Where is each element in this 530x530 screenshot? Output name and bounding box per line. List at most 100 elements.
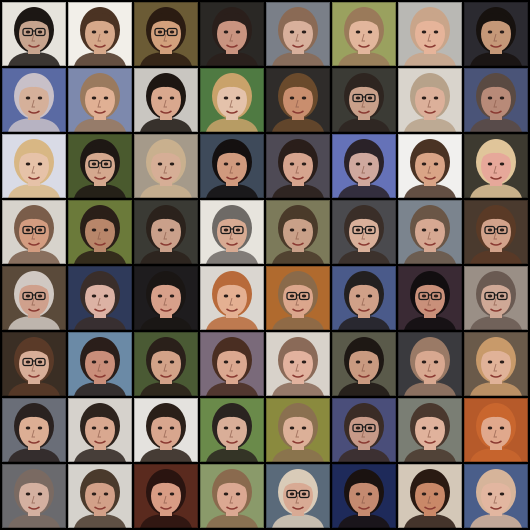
- face-thumbnail: [266, 398, 330, 462]
- left-eye: [25, 492, 31, 496]
- nose: [427, 99, 431, 108]
- nose: [97, 231, 101, 240]
- right-eye: [169, 294, 175, 298]
- mouth: [424, 176, 436, 180]
- mouth: [160, 506, 172, 510]
- shoulders: [272, 514, 324, 528]
- left-eye: [421, 492, 427, 496]
- face-thumbnail: [134, 134, 198, 198]
- face-image: [68, 2, 132, 66]
- hair-fringe: [282, 342, 314, 358]
- hair-fringe: [480, 144, 512, 160]
- face-thumbnail: [266, 332, 330, 396]
- face-thumbnail: [332, 134, 396, 198]
- mouth: [28, 44, 40, 48]
- shoulders: [272, 448, 324, 462]
- right-eye: [301, 162, 307, 166]
- left-eye: [91, 30, 97, 34]
- face-thumbnail: [2, 266, 66, 330]
- left-eye: [289, 30, 295, 34]
- face-image: [134, 68, 198, 132]
- right-eye: [235, 162, 241, 166]
- hair-fringe: [84, 408, 116, 424]
- face-thumbnail: [332, 68, 396, 132]
- hair-fringe: [84, 12, 116, 28]
- face-thumbnail: [134, 68, 198, 132]
- right-eye: [367, 294, 373, 298]
- face-thumbnail: [266, 2, 330, 66]
- face-image: [464, 200, 528, 264]
- face-thumbnail: [68, 200, 132, 264]
- left-eye: [157, 426, 163, 430]
- left-eye: [487, 162, 493, 166]
- face-thumbnail: [2, 134, 66, 198]
- mouth: [28, 176, 40, 180]
- right-eye: [235, 294, 241, 298]
- hair-fringe: [18, 78, 50, 94]
- left-eye: [421, 228, 427, 232]
- hair-fringe: [84, 78, 116, 94]
- face-thumbnail: [134, 332, 198, 396]
- face-image: [464, 332, 528, 396]
- face-image: [266, 266, 330, 330]
- shoulders: [272, 250, 324, 264]
- mouth: [160, 110, 172, 114]
- right-eye: [37, 492, 43, 496]
- face-image: [398, 200, 462, 264]
- face-thumbnail: [2, 68, 66, 132]
- face-thumbnail: [398, 200, 462, 264]
- nose: [361, 165, 365, 174]
- left-eye: [25, 162, 31, 166]
- left-eye: [91, 360, 97, 364]
- left-eye: [25, 360, 31, 364]
- right-eye: [169, 30, 175, 34]
- face-thumbnail: [68, 266, 132, 330]
- mouth: [490, 110, 502, 114]
- right-eye: [235, 426, 241, 430]
- mouth: [424, 506, 436, 510]
- nose: [295, 363, 299, 372]
- shoulders: [404, 118, 456, 132]
- face-thumbnail: [464, 2, 528, 66]
- hair-fringe: [414, 12, 446, 28]
- mouth: [94, 44, 106, 48]
- face-thumbnail: [2, 398, 66, 462]
- left-eye: [487, 30, 493, 34]
- right-eye: [37, 360, 43, 364]
- face-image: [200, 134, 264, 198]
- mouth: [160, 308, 172, 312]
- mouth: [292, 440, 304, 444]
- face-image: [2, 2, 66, 66]
- left-eye: [25, 294, 31, 298]
- hair-fringe: [84, 276, 116, 292]
- glasses-right-lens: [298, 489, 310, 499]
- left-eye: [223, 492, 229, 496]
- nose: [361, 297, 365, 306]
- right-eye: [301, 360, 307, 364]
- face-thumbnail: [134, 464, 198, 528]
- face-image: [464, 134, 528, 198]
- face-image: [398, 134, 462, 198]
- shoulders: [470, 118, 522, 132]
- left-eye: [355, 96, 361, 100]
- face-image: [200, 266, 264, 330]
- mouth: [490, 44, 502, 48]
- face-thumbnail: [332, 332, 396, 396]
- shoulders: [140, 52, 192, 66]
- shoulders: [404, 448, 456, 462]
- mouth: [490, 506, 502, 510]
- glasses-right-lens: [34, 357, 46, 367]
- right-eye: [499, 360, 505, 364]
- face-thumbnail: [200, 398, 264, 462]
- nose: [97, 429, 101, 438]
- shoulders: [206, 52, 258, 66]
- left-eye: [487, 228, 493, 232]
- hair-fringe: [282, 408, 314, 424]
- nose: [163, 495, 167, 504]
- left-eye: [91, 294, 97, 298]
- face-thumbnail: [200, 200, 264, 264]
- mouth: [226, 440, 238, 444]
- left-eye: [223, 162, 229, 166]
- mouth: [160, 242, 172, 246]
- shoulders: [404, 382, 456, 396]
